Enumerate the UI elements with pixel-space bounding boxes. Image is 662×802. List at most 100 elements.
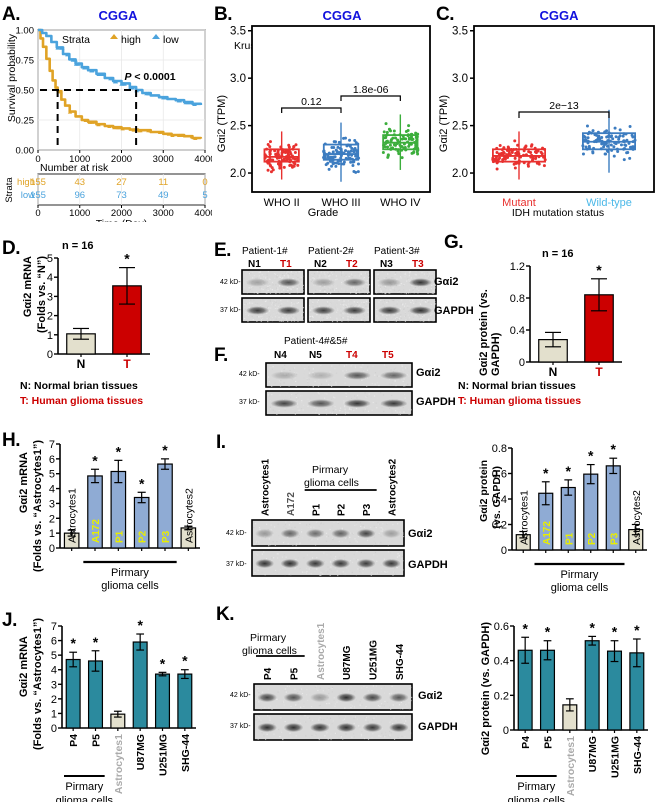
- svg-text:*: *: [93, 634, 99, 650]
- svg-text:P5: P5: [290, 667, 301, 680]
- svg-text:1.8e-06: 1.8e-06: [353, 84, 389, 96]
- svg-text:N: N: [77, 357, 86, 371]
- svg-text:Wild-type: Wild-type: [586, 197, 632, 209]
- svg-text:glioma cells: glioma cells: [56, 795, 114, 802]
- panel-f-protein-gai2: Gαi2: [416, 367, 441, 379]
- panel-e-mw-37: 37 kD-: [220, 307, 241, 314]
- svg-text:0: 0: [501, 545, 507, 557]
- panel-i: I. Astrocytes1 A172 P1 P2 P3 Astrocytes2 Gαi2…: [212, 420, 448, 600]
- svg-text:0: 0: [47, 349, 53, 361]
- svg-text:*: *: [162, 442, 168, 458]
- svg-text:3: 3: [49, 498, 55, 510]
- panel-c-xlabel: IDH mutation status: [511, 207, 605, 219]
- svg-text:1: 1: [47, 330, 53, 342]
- panel-g-caption1: N: Normal brian tissues: [458, 380, 576, 392]
- svg-text:96: 96: [74, 190, 85, 201]
- svg-text:4000: 4000: [194, 208, 212, 219]
- svg-text:1.00: 1.00: [16, 26, 35, 37]
- svg-text:0.6: 0.6: [494, 621, 509, 633]
- svg-text:SHG-44: SHG-44: [395, 643, 406, 680]
- svg-text:1: 1: [49, 528, 55, 540]
- svg-text:155: 155: [30, 177, 46, 188]
- svg-text:U251MG: U251MG: [369, 640, 380, 680]
- svg-text:*: *: [596, 262, 602, 278]
- svg-text:2.0: 2.0: [230, 168, 246, 180]
- svg-text:T: T: [123, 357, 131, 371]
- svg-text:0: 0: [49, 543, 55, 555]
- svg-text:*: *: [182, 653, 188, 669]
- panel-f-protein-gapdh: GAPDH: [416, 396, 456, 408]
- panel-g-n: n = 16: [542, 248, 574, 260]
- svg-text:P1: P1: [564, 532, 575, 545]
- svg-text:0.6: 0.6: [492, 469, 507, 481]
- svg-text:0: 0: [35, 208, 40, 219]
- svg-text:A172: A172: [286, 492, 297, 516]
- svg-text:4000: 4000: [194, 154, 212, 165]
- svg-text:6: 6: [49, 454, 55, 466]
- svg-text:*: *: [116, 443, 122, 459]
- panel-f-mw-42: 42 kD-: [239, 371, 260, 378]
- svg-text:Strata: Strata: [4, 177, 15, 203]
- panel-k-chart: Gαi2 protein (vs. GAPDH) 0.6 0.4 0.2 0 * P4 * P…: [442, 600, 662, 802]
- svg-text:glioma cells: glioma cells: [508, 795, 566, 802]
- svg-text:Astrocytes1: Astrocytes1: [316, 622, 327, 680]
- svg-text:4: 4: [47, 272, 53, 284]
- panel-d-caption1: N: Normal brian tissues: [20, 380, 138, 392]
- svg-text:P4: P4: [520, 736, 532, 749]
- svg-text:0: 0: [519, 357, 525, 369]
- svg-text:3: 3: [47, 291, 53, 303]
- panel-f-mw-37: 37 kD-: [239, 399, 260, 406]
- svg-text:A172: A172: [542, 521, 553, 545]
- panel-f-lane-n4: N4: [274, 350, 287, 361]
- svg-text:0: 0: [202, 177, 207, 188]
- panel-f-lane-n5: N5: [309, 350, 322, 361]
- svg-text:WHO II: WHO II: [264, 197, 300, 209]
- panel-d-caption2: T: Human glioma tissues: [20, 395, 144, 407]
- panel-e-mw-42: 42 kD-: [220, 279, 241, 286]
- svg-text:11: 11: [158, 177, 168, 188]
- svg-text:2e−13: 2e−13: [549, 100, 579, 112]
- svg-text:P3: P3: [609, 532, 620, 545]
- panel-i-bracket-line2: glioma cells: [304, 477, 359, 489]
- svg-text:7: 7: [49, 439, 55, 451]
- panel-e: E. Patient-1# Patient-2# Patient-3# N1 T…: [212, 228, 474, 333]
- svg-text:Astrocytes1: Astrocytes1: [565, 736, 577, 796]
- svg-text:0.2: 0.2: [492, 520, 507, 532]
- panel-e-lane-n1: N1: [248, 259, 261, 270]
- panel-e-lane-t3: T3: [412, 259, 424, 270]
- svg-text:5: 5: [202, 190, 207, 201]
- svg-text:3000: 3000: [153, 208, 174, 219]
- svg-text:4: 4: [51, 665, 57, 677]
- svg-text:Astrocytes2: Astrocytes2: [631, 490, 643, 545]
- svg-text:2: 2: [47, 311, 53, 323]
- svg-text:0.8: 0.8: [492, 443, 507, 455]
- svg-text:SHG-44: SHG-44: [632, 736, 644, 774]
- panel-f-label: F.: [214, 345, 228, 366]
- panel-i-mw-42: 42 kD-: [226, 530, 247, 537]
- svg-text:P2: P2: [337, 503, 348, 516]
- svg-text:0.8: 0.8: [510, 293, 525, 305]
- svg-text:1.2: 1.2: [510, 261, 525, 273]
- panel-k-label: K.: [216, 604, 235, 625]
- panel-i-bracket-line1: Pirmary: [312, 464, 349, 476]
- panel-b-title: CGGA: [322, 8, 362, 23]
- svg-text:*: *: [522, 620, 528, 636]
- svg-text:WHO IV: WHO IV: [380, 197, 421, 209]
- panel-g: G. n = 16 Gαi2 protein (vs. GAPDH) 1.2 0.…: [442, 228, 662, 420]
- panel-b-xlabel: Grade: [307, 207, 339, 219]
- svg-text:*: *: [160, 655, 166, 671]
- panel-k-mw-37: 37 kD-: [230, 723, 251, 730]
- svg-text:Astrocytes1: Astrocytes1: [67, 488, 79, 543]
- svg-text:WHO III: WHO III: [321, 197, 360, 209]
- svg-text:2000: 2000: [111, 154, 132, 165]
- svg-text:Number at risk: Number at risk: [40, 162, 109, 174]
- panel-i-protein-gai2: Gαi2: [408, 528, 433, 540]
- svg-text:*: *: [70, 635, 76, 651]
- svg-text:*: *: [139, 475, 145, 491]
- svg-text:*: *: [545, 624, 551, 640]
- svg-text:U87MG: U87MG: [135, 734, 147, 770]
- svg-text:0.50: 0.50: [16, 86, 35, 97]
- panel-e-lane-t2: T2: [346, 259, 358, 270]
- svg-text:U87MG: U87MG: [587, 736, 599, 772]
